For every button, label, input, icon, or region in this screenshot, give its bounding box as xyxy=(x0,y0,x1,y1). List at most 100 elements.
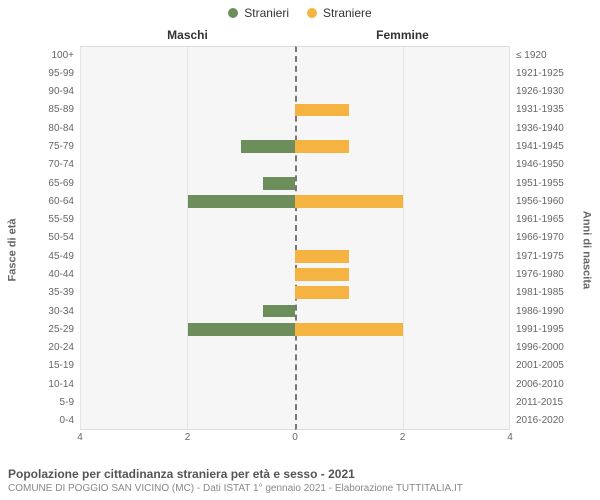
panel-title-male: Maschi xyxy=(80,28,295,42)
y-tick-year: 2006-2010 xyxy=(512,375,600,393)
bar-row xyxy=(80,339,295,357)
y-tick-age: 20-24 xyxy=(0,339,78,357)
bar-male xyxy=(188,323,296,336)
bar-row xyxy=(80,265,295,283)
footer-title: Popolazione per cittadinanza straniera p… xyxy=(8,467,592,481)
y-tick-year: ≤ 1920 xyxy=(512,46,600,64)
y-tick-year: 2011-2015 xyxy=(512,393,600,411)
panel-title-female: Femmine xyxy=(295,28,510,42)
bar-row xyxy=(80,64,295,82)
bars-left xyxy=(80,46,295,430)
panel-titles: Maschi Femmine xyxy=(80,28,510,46)
y-tick-age: 65-69 xyxy=(0,174,78,192)
y-tick-age: 50-54 xyxy=(0,229,78,247)
y-tick-age: 0-4 xyxy=(0,412,78,430)
bar-row xyxy=(295,83,510,101)
bar-female xyxy=(295,195,403,208)
y-tick-year: 1991-1995 xyxy=(512,320,600,338)
bars-right xyxy=(295,46,510,430)
y-tick-year: 2001-2005 xyxy=(512,357,600,375)
bar-male xyxy=(188,195,296,208)
bar-row xyxy=(80,357,295,375)
y-tick-age: 5-9 xyxy=(0,393,78,411)
bar-row xyxy=(295,375,510,393)
y-tick-year: 1976-1980 xyxy=(512,265,600,283)
y-tick-year: 1971-1975 xyxy=(512,247,600,265)
footer-subtitle: COMUNE DI POGGIO SAN VICINO (MC) - Dati … xyxy=(8,483,592,494)
bar-row xyxy=(80,229,295,247)
bar-female xyxy=(295,286,349,299)
bar-row xyxy=(80,247,295,265)
y-tick-age: 35-39 xyxy=(0,284,78,302)
y-tick-age: 85-89 xyxy=(0,101,78,119)
y-tick-year: 1956-1960 xyxy=(512,192,600,210)
y-tick-age: 100+ xyxy=(0,46,78,64)
bar-row xyxy=(295,320,510,338)
bar-row xyxy=(80,320,295,338)
y-tick-year: 1921-1925 xyxy=(512,64,600,82)
bar-row xyxy=(80,412,295,430)
bar-row xyxy=(295,412,510,430)
y-tick-age: 95-99 xyxy=(0,64,78,82)
bar-row xyxy=(295,211,510,229)
bar-row xyxy=(80,83,295,101)
bar-row xyxy=(80,375,295,393)
bar-row xyxy=(295,156,510,174)
bar-row xyxy=(295,119,510,137)
y-tick-year: 2016-2020 xyxy=(512,412,600,430)
bar-row xyxy=(295,101,510,119)
y-tick-age: 75-79 xyxy=(0,137,78,155)
y-tick-year: 1951-1955 xyxy=(512,174,600,192)
legend-dot-female xyxy=(307,8,317,18)
y-tick-year: 1986-1990 xyxy=(512,302,600,320)
y-axis-right: ≤ 19201921-19251926-19301931-19351936-19… xyxy=(512,46,600,430)
y-axis-left: 100+95-9990-9485-8980-8475-7970-7465-696… xyxy=(0,46,78,430)
y-tick-year: 1996-2000 xyxy=(512,339,600,357)
y-tick-year: 1931-1935 xyxy=(512,101,600,119)
y-tick-year: 1961-1965 xyxy=(512,211,600,229)
bar-row xyxy=(295,357,510,375)
bar-male xyxy=(263,305,295,318)
bar-row xyxy=(295,229,510,247)
x-tick: 2 xyxy=(185,432,191,443)
bar-row xyxy=(295,302,510,320)
bar-row xyxy=(80,211,295,229)
bar-row xyxy=(80,393,295,411)
legend-label-female: Straniere xyxy=(323,6,372,20)
legend-dot-male xyxy=(228,8,238,18)
y-tick-age: 25-29 xyxy=(0,320,78,338)
bar-row xyxy=(295,284,510,302)
bar-row xyxy=(295,192,510,210)
y-tick-age: 40-44 xyxy=(0,265,78,283)
bar-male xyxy=(241,140,295,153)
y-tick-age: 80-84 xyxy=(0,119,78,137)
x-tick: 0 xyxy=(292,432,298,443)
chart-container: Stranieri Straniere Maschi Femmine Fasce… xyxy=(0,0,600,500)
bar-row xyxy=(80,284,295,302)
bar-row xyxy=(80,174,295,192)
bar-female xyxy=(295,140,349,153)
legend-label-male: Stranieri xyxy=(244,6,289,20)
y-tick-age: 90-94 xyxy=(0,83,78,101)
y-tick-age: 10-14 xyxy=(0,375,78,393)
legend-item-male: Stranieri xyxy=(228,6,289,20)
footer: Popolazione per cittadinanza straniera p… xyxy=(8,467,592,494)
bar-row xyxy=(80,46,295,64)
bar-row xyxy=(295,174,510,192)
y-tick-age: 70-74 xyxy=(0,156,78,174)
bar-row xyxy=(80,137,295,155)
x-tick: 2 xyxy=(400,432,406,443)
plot-area xyxy=(80,46,510,430)
y-tick-year: 1946-1950 xyxy=(512,156,600,174)
y-tick-age: 30-34 xyxy=(0,302,78,320)
x-tick: 4 xyxy=(77,432,83,443)
y-tick-year: 1936-1940 xyxy=(512,119,600,137)
bar-male xyxy=(263,177,295,190)
y-tick-year: 1981-1985 xyxy=(512,284,600,302)
legend-item-female: Straniere xyxy=(307,6,372,20)
bar-female xyxy=(295,323,403,336)
bar-row xyxy=(295,393,510,411)
y-tick-year: 1966-1970 xyxy=(512,229,600,247)
x-axis: 42024 xyxy=(80,432,510,446)
bar-female xyxy=(295,268,349,281)
